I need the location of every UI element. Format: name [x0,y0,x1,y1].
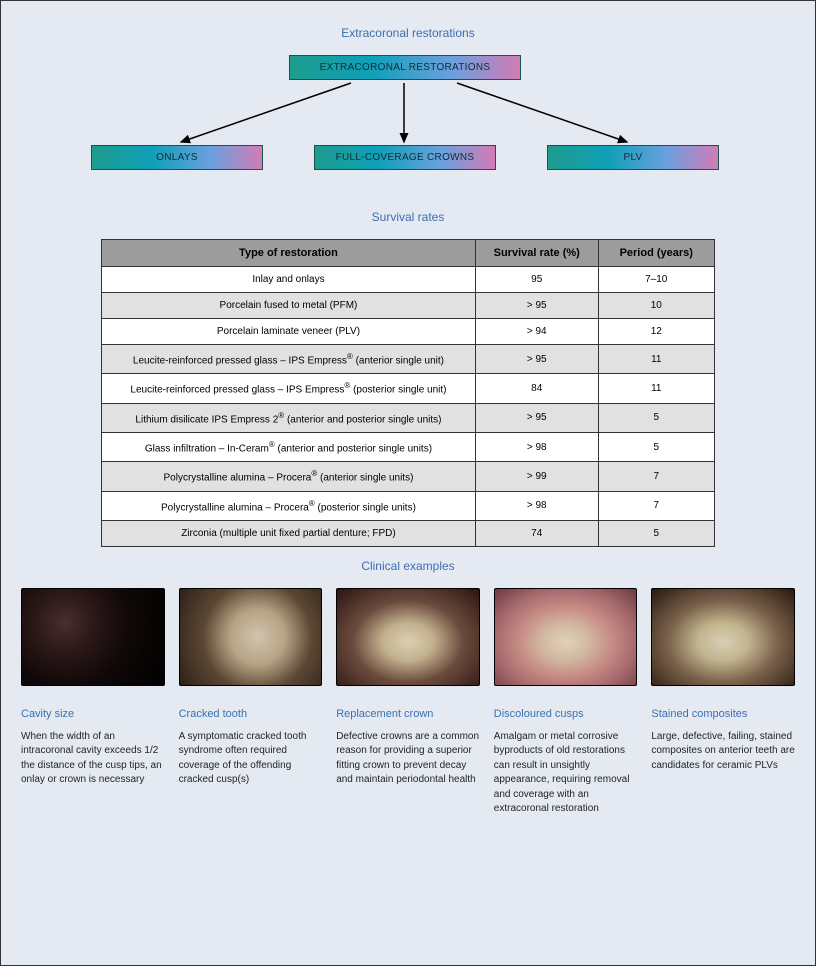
table-row: Leucite-reinforced pressed glass – IPS E… [102,374,715,403]
clinical-photo [651,588,795,686]
clinical-body: Amalgam or metal corrosive byproducts of… [494,730,638,817]
clinical-title: Cavity size [21,708,165,720]
cell-rate: 95 [475,267,598,293]
cell-period: 7–10 [598,267,714,293]
clinical-photo [494,588,638,686]
cell-rate: > 98 [475,491,598,520]
clinical-body: A symptomatic cracked tooth syndrome oft… [179,730,323,788]
flow-child-label: ONLAYS [156,152,198,163]
flow-child-node: FULL-COVERAGE CROWNS [314,145,496,170]
clinical-examples-row: Cavity size When the width of an intracor… [11,588,805,817]
flow-child-node: ONLAYS [91,145,263,170]
clinical-body: When the width of an intracoronal cavity… [21,730,165,788]
table-row: Lithium disilicate IPS Empress 2® (anter… [102,403,715,432]
table-row: Porcelain laminate veneer (PLV)> 9412 [102,319,715,345]
cell-rate: > 95 [475,293,598,319]
cell-rate: > 94 [475,319,598,345]
table-row: Leucite-reinforced pressed glass – IPS E… [102,345,715,374]
cell-type: Leucite-reinforced pressed glass – IPS E… [102,345,476,374]
cell-rate: 74 [475,520,598,546]
clinical-heading: Clinical examples [11,559,805,573]
table-row: Polycrystalline alumina – Procera® (ante… [102,462,715,491]
th-rate: Survival rate (%) [475,240,598,267]
clinical-example: Discoloured cusps Amalgam or metal corros… [494,588,638,817]
cell-rate: > 99 [475,462,598,491]
table-row: Inlay and onlays957–10 [102,267,715,293]
flow-child-label: PLV [623,152,642,163]
clinical-example: Cavity size When the width of an intracor… [21,588,165,817]
table-row: Porcelain fused to metal (PFM)> 9510 [102,293,715,319]
cell-period: 12 [598,319,714,345]
flow-root-node: EXTRACORONAL RESTORATIONS [289,55,521,80]
cell-type: Porcelain laminate veneer (PLV) [102,319,476,345]
cell-period: 5 [598,403,714,432]
clinical-title: Stained composites [651,708,795,720]
cell-type: Inlay and onlays [102,267,476,293]
cell-rate: > 95 [475,403,598,432]
flow-child-node: PLV [547,145,719,170]
survival-table: Type of restoration Survival rate (%) Pe… [101,239,715,547]
clinical-photo [336,588,480,686]
th-period: Period (years) [598,240,714,267]
cell-type: Lithium disilicate IPS Empress 2® (anter… [102,403,476,432]
cell-type: Glass infiltration – In-Ceram® (anterior… [102,432,476,461]
cell-period: 5 [598,432,714,461]
table-row: Zirconia (multiple unit fixed partial de… [102,520,715,546]
clinical-body: Defective crowns are a common reason for… [336,730,480,788]
cell-period: 7 [598,462,714,491]
cell-period: 10 [598,293,714,319]
th-type: Type of restoration [102,240,476,267]
clinical-example: Replacement crown Defective crowns are a … [336,588,480,817]
cell-period: 11 [598,374,714,403]
cell-type: Polycrystalline alumina – Procera® (post… [102,491,476,520]
clinical-title: Replacement crown [336,708,480,720]
flow-child-label: FULL-COVERAGE CROWNS [336,152,475,163]
clinical-example: Stained composites Large, defective, fail… [651,588,795,817]
cell-type: Porcelain fused to metal (PFM) [102,293,476,319]
cell-rate: > 95 [475,345,598,374]
table-row: Polycrystalline alumina – Procera® (post… [102,491,715,520]
cell-period: 11 [598,345,714,374]
flowchart: EXTRACORONAL RESTORATIONS ONLAYS FULL-COV… [11,55,805,205]
clinical-body: Large, defective, failing, stained compo… [651,730,795,774]
table-row: Glass infiltration – In-Ceram® (anterior… [102,432,715,461]
clinical-photo [21,588,165,686]
cell-period: 7 [598,491,714,520]
survival-heading: Survival rates [101,210,715,224]
clinical-photo [179,588,323,686]
cell-rate: > 98 [475,432,598,461]
clinical-example: Cracked tooth A symptomatic cracked tooth… [179,588,323,817]
flow-root-label: EXTRACORONAL RESTORATIONS [320,62,491,73]
cell-type: Polycrystalline alumina – Procera® (ante… [102,462,476,491]
clinical-title: Cracked tooth [179,708,323,720]
cell-type: Zirconia (multiple unit fixed partial de… [102,520,476,546]
cell-type: Leucite-reinforced pressed glass – IPS E… [102,374,476,403]
cell-rate: 84 [475,374,598,403]
clinical-title: Discoloured cusps [494,708,638,720]
flowchart-heading: Extracoronal restorations [11,26,805,40]
cell-period: 5 [598,520,714,546]
